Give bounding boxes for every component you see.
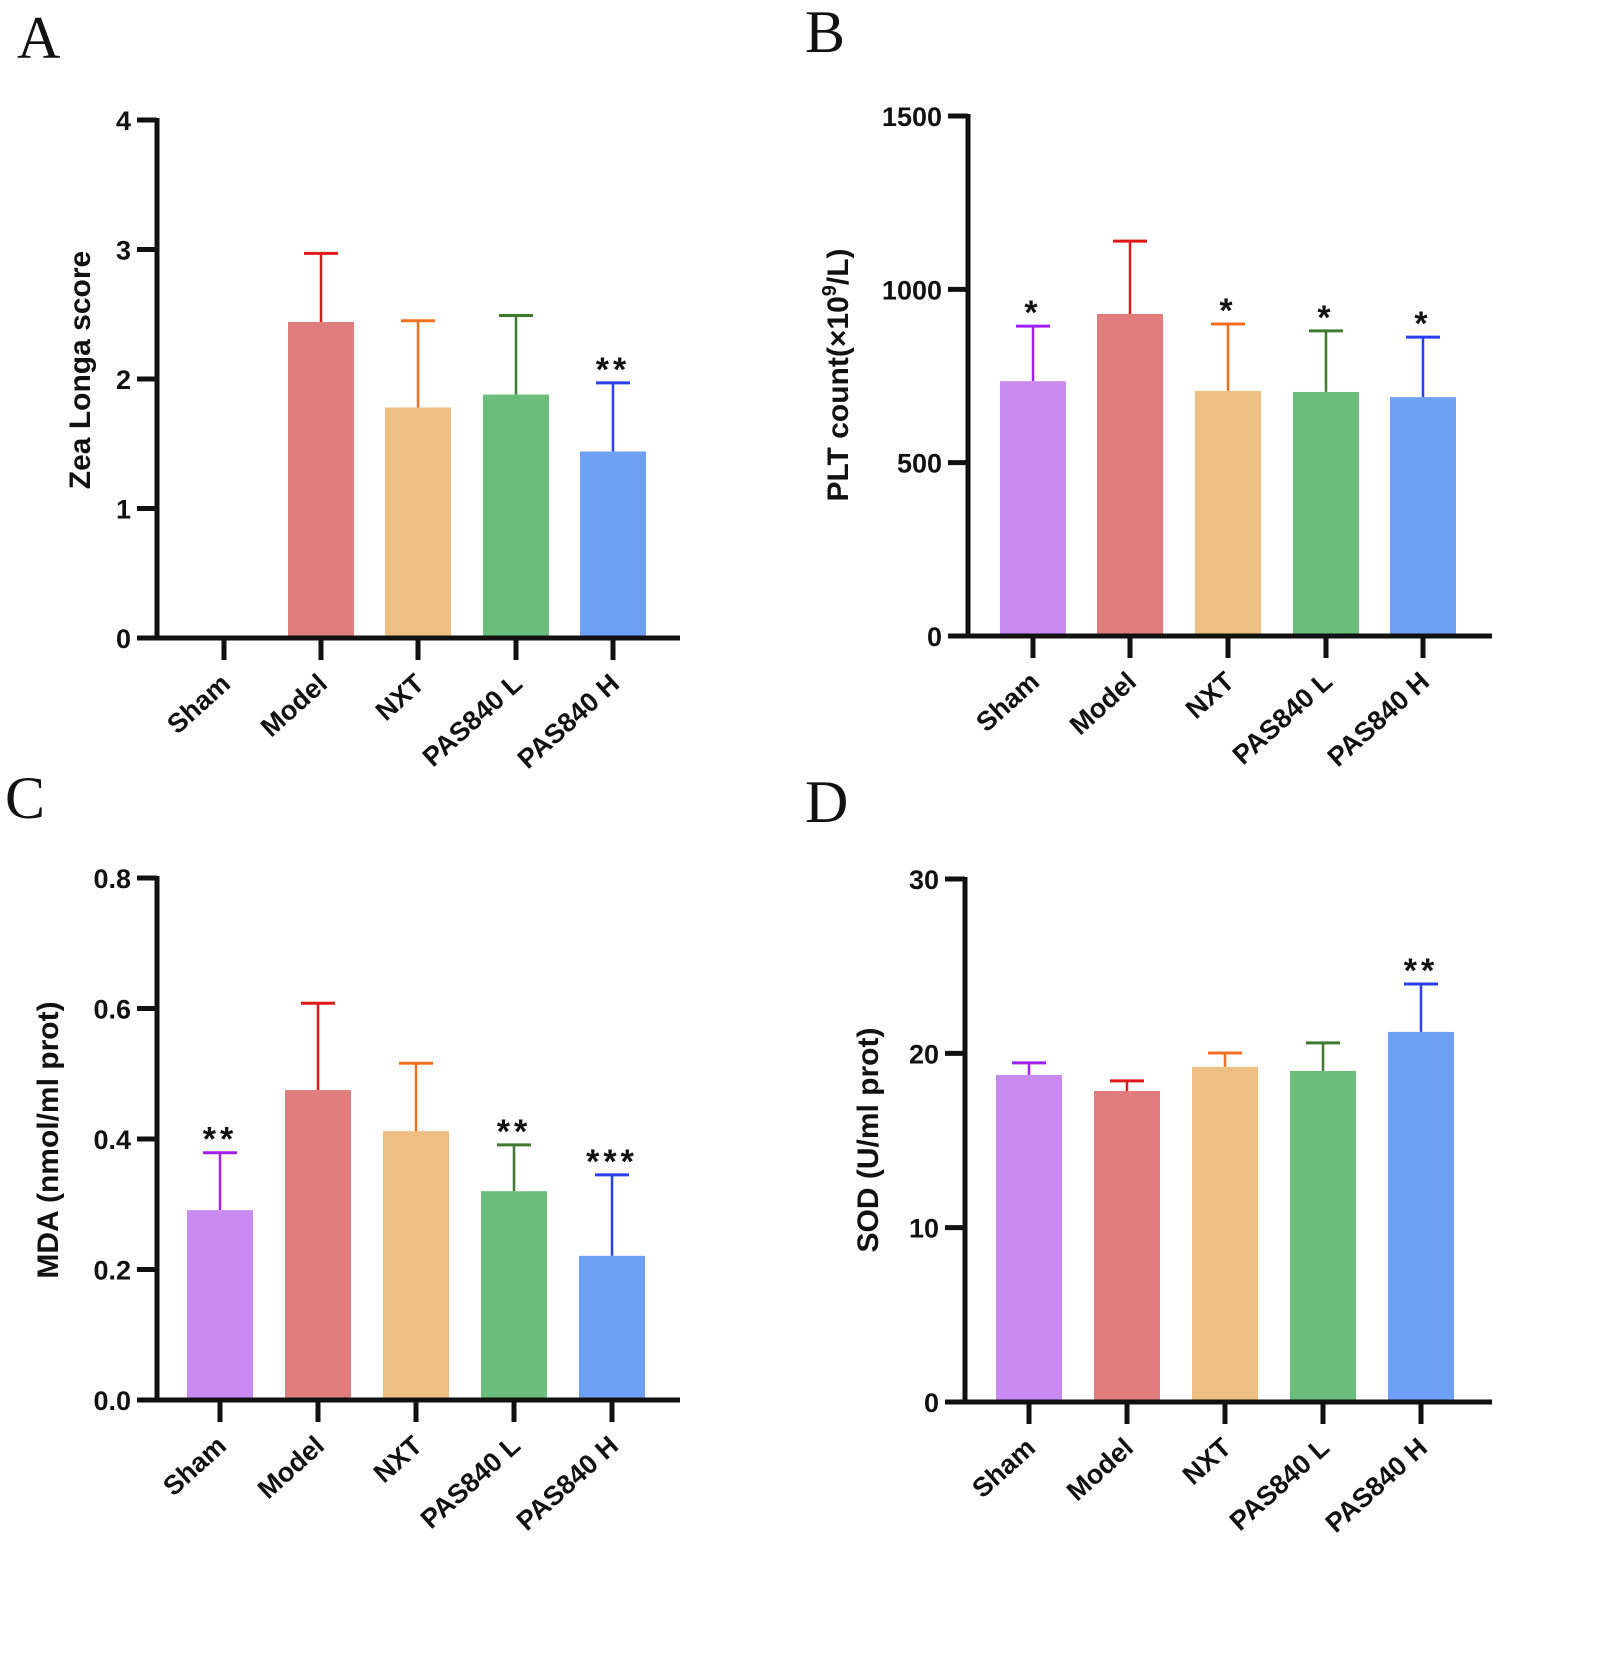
y-tick-label: 1500 bbox=[882, 102, 942, 132]
y-axis-label: MDA (nmol/ml prot) bbox=[32, 1001, 65, 1278]
bar-model bbox=[285, 1090, 351, 1400]
x-tick-label: Model bbox=[1064, 666, 1142, 740]
x-tick-label: PAS840 H bbox=[1320, 1432, 1433, 1538]
x-tick-label: Sham bbox=[966, 1432, 1041, 1503]
significance-marker: * bbox=[1414, 305, 1431, 343]
bar-nxt bbox=[383, 1131, 449, 1400]
x-tick-label: NXT bbox=[1180, 666, 1241, 725]
bar-model bbox=[288, 322, 354, 638]
y-tick-label: 0 bbox=[116, 624, 131, 654]
significance-marker: * bbox=[1024, 294, 1041, 332]
x-tick-label: Model bbox=[1061, 1432, 1139, 1506]
x-tick-label: NXT bbox=[1177, 1432, 1238, 1491]
significance-marker: ** bbox=[596, 351, 630, 389]
bar-pas840-l bbox=[481, 1191, 547, 1400]
x-tick-label: Sham bbox=[161, 668, 236, 739]
bar-pas840-h bbox=[579, 1255, 645, 1400]
bar-nxt bbox=[385, 407, 451, 638]
y-axis-label: SOD (U/ml prot) bbox=[852, 1028, 885, 1253]
bar-model bbox=[1094, 1090, 1160, 1402]
significance-marker: * bbox=[1219, 292, 1236, 330]
bar-pas840-h bbox=[580, 451, 646, 638]
y-tick-label: 2 bbox=[116, 365, 131, 395]
x-tick-label: PAS840 H bbox=[512, 668, 625, 774]
y-tick-label: 3 bbox=[116, 236, 131, 266]
y-tick-label: 4 bbox=[116, 106, 131, 136]
bar-pas840-h bbox=[1388, 1031, 1454, 1402]
x-tick-label: PAS840 L bbox=[1227, 666, 1338, 770]
bar-sham bbox=[1000, 381, 1066, 636]
y-axis-label: PLT count(×109/L) bbox=[819, 248, 855, 501]
bar-model bbox=[1097, 313, 1163, 636]
bar-nxt bbox=[1192, 1066, 1258, 1402]
significance-marker: *** bbox=[586, 1143, 638, 1181]
x-tick-label: Model bbox=[252, 1430, 330, 1504]
x-tick-label: PAS840 H bbox=[1322, 666, 1435, 772]
bar-sham bbox=[187, 1210, 253, 1400]
panel-letter: A bbox=[17, 5, 60, 71]
panel-C: C MDA (nmol/ml prot) ** Sham Model NXT ** PAS84… bbox=[5, 765, 680, 1536]
x-tick-label: NXT bbox=[370, 668, 431, 727]
panel-letter: D bbox=[805, 769, 848, 835]
x-tick-label: Sham bbox=[970, 666, 1045, 737]
y-tick-label: 1 bbox=[116, 495, 131, 525]
bar-sham bbox=[996, 1074, 1062, 1402]
panel-letter: B bbox=[805, 0, 845, 65]
y-tick-label: 0 bbox=[927, 622, 942, 652]
y-tick-label: 30 bbox=[909, 865, 939, 895]
y-tick-label: 10 bbox=[909, 1214, 939, 1244]
x-tick-label: Model bbox=[255, 668, 333, 742]
bar-pas840-h bbox=[1390, 397, 1456, 636]
y-tick-label: 0 bbox=[924, 1388, 939, 1418]
y-tick-label: 0.0 bbox=[93, 1386, 131, 1416]
panel-letter: C bbox=[5, 765, 45, 831]
significance-marker: * bbox=[1317, 299, 1334, 337]
y-axis-label: Zea Longa score bbox=[64, 251, 97, 489]
x-tick-label: PAS840 L bbox=[415, 1430, 526, 1534]
x-tick-label: PAS840 L bbox=[1224, 1432, 1335, 1536]
significance-marker: ** bbox=[1404, 952, 1438, 990]
panel-B: B PLT count(×109/L) * Sham Model * NXT * PAS840 … bbox=[805, 0, 1492, 772]
bar-pas840-l bbox=[1293, 391, 1359, 636]
x-tick-label: PAS840 L bbox=[417, 668, 528, 772]
bar-nxt bbox=[1195, 390, 1261, 636]
y-tick-label: 500 bbox=[897, 449, 942, 479]
significance-marker: ** bbox=[203, 1121, 237, 1159]
bar-pas840-l bbox=[483, 394, 549, 638]
x-tick-label: PAS840 H bbox=[511, 1430, 624, 1536]
y-tick-label: 0.4 bbox=[93, 1125, 131, 1155]
x-tick-label: NXT bbox=[368, 1430, 429, 1489]
bar-pas840-l bbox=[1290, 1070, 1356, 1402]
y-tick-label: 0.8 bbox=[93, 864, 131, 894]
y-tick-label: 1000 bbox=[882, 275, 942, 305]
y-tick-label: 0.6 bbox=[93, 995, 131, 1025]
x-tick-label: Sham bbox=[157, 1430, 232, 1501]
significance-marker: ** bbox=[497, 1113, 531, 1151]
y-tick-label: 0.2 bbox=[93, 1256, 131, 1286]
y-tick-label: 20 bbox=[909, 1039, 939, 1069]
